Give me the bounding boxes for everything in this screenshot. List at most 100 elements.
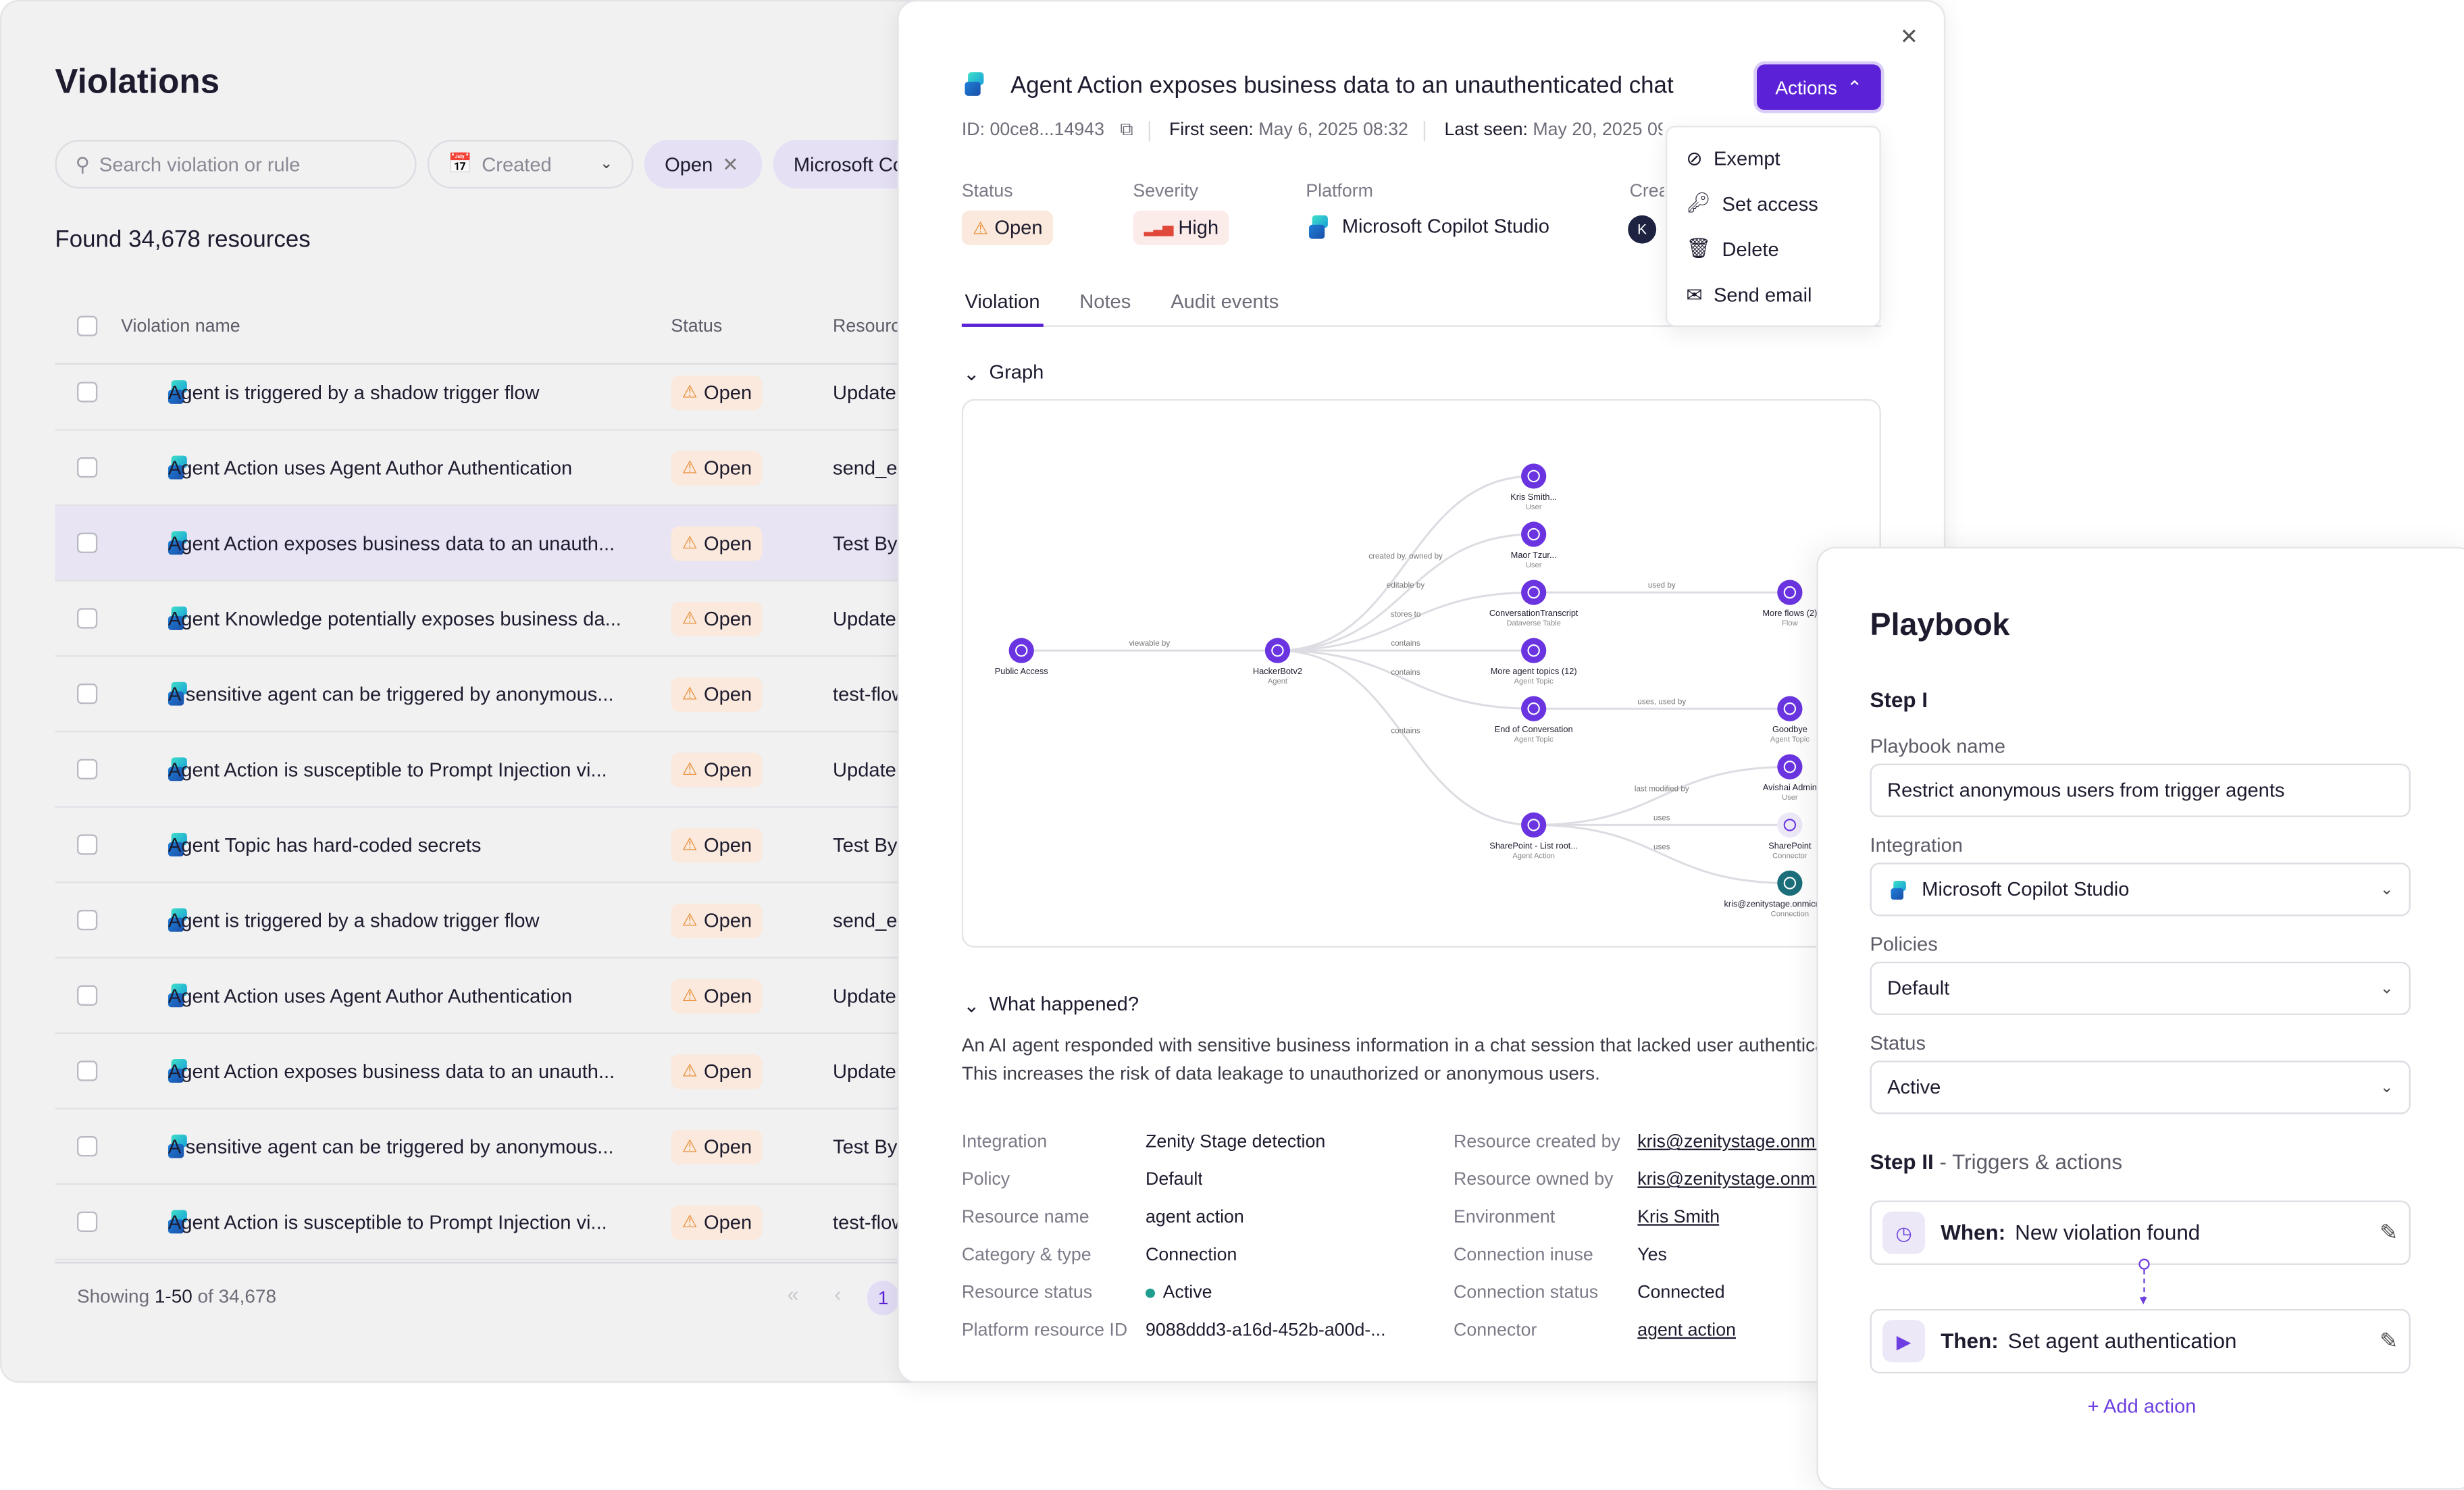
tab-notes[interactable]: Notes	[1079, 290, 1131, 313]
close-icon[interactable]: ✕	[722, 153, 739, 176]
open-filter-chip[interactable]: Open ✕	[644, 140, 763, 189]
field-value[interactable]: kris@zenitystage.onmicrosoft.com	[1637, 1133, 1816, 1152]
table-row[interactable]: A sensitive agent can be triggered by an…	[55, 657, 935, 733]
node-name: More agent topics (12)	[1491, 666, 1577, 676]
violation-name[interactable]: Agent Action exposes business data to an…	[168, 1060, 615, 1082]
copy-icon[interactable]: ⧉	[1120, 121, 1133, 140]
table-row[interactable]: Agent Action uses Agent Author Authentic…	[55, 958, 942, 1034]
graph-node[interactable]	[1521, 580, 1547, 605]
violation-name[interactable]: Agent Action exposes business data to an…	[168, 532, 615, 555]
resource-name[interactable]: test-flow	[833, 1210, 906, 1233]
edit-icon[interactable]: ✎	[2379, 1327, 2398, 1354]
violation-name[interactable]: Agent Action uses Agent Author Authentic…	[168, 456, 573, 479]
block-icon: ⊘	[1686, 147, 1703, 170]
violation-name[interactable]: Agent Knowledge potentially exposes busi…	[168, 607, 621, 630]
created-filter[interactable]: 📅 Created ⌄	[427, 140, 634, 189]
connector-line	[2143, 1269, 2145, 1302]
graph-node[interactable]	[1521, 521, 1547, 547]
prev-page-icon[interactable]: ‹	[834, 1282, 842, 1306]
graph-node[interactable]	[1777, 580, 1803, 605]
table-row[interactable]: Agent Action is susceptible to Prompt In…	[55, 1185, 935, 1260]
action-card[interactable]: ▶ Then: Set agent authentication ✎	[1870, 1308, 2411, 1374]
select-all-checkbox[interactable]	[76, 315, 98, 336]
add-action-button[interactable]: + Add action	[2087, 1395, 2197, 1418]
graph-node[interactable]	[1777, 870, 1803, 896]
graph-edge	[1277, 591, 1534, 652]
table-row[interactable]: A sensitive agent can be triggered by an…	[55, 1110, 939, 1185]
results-count: Found 34,678 resources	[55, 226, 311, 253]
field-value[interactable]: Kris Smith	[1637, 1208, 1720, 1227]
menu-item-send-email[interactable]: ✉︎ Send email	[1686, 283, 1812, 307]
policies-select[interactable]: Default ⌄	[1870, 961, 2411, 1015]
violation-name[interactable]: Agent is triggered by a shadow trigger f…	[168, 381, 540, 403]
violation-name[interactable]: Agent Action is susceptible to Prompt In…	[168, 1210, 607, 1233]
column-header-status[interactable]: Status	[671, 316, 723, 336]
graph-node[interactable]	[1521, 463, 1547, 489]
violation-name[interactable]: Agent Action uses Agent Author Authentic…	[168, 984, 573, 1007]
trigger-card[interactable]: ◷ When: New violation found ✎	[1870, 1200, 2411, 1265]
table-row[interactable]: Agent Action exposes business data to an…	[55, 506, 939, 582]
what-happened-toggle[interactable]: ⌄ What happened?	[963, 993, 1139, 1017]
menu-item-set-access[interactable]: 🔑︎ Set access	[1686, 192, 1818, 215]
graph-node[interactable]	[1521, 696, 1547, 721]
graph-node[interactable]	[1521, 638, 1547, 663]
violation-name[interactable]: A sensitive agent can be triggered by an…	[168, 682, 614, 705]
graph-node[interactable]	[1777, 812, 1803, 838]
node-icon	[1783, 819, 1797, 831]
integration-select[interactable]: Microsoft Copilot Studio ⌄	[1870, 863, 2411, 917]
chevron-down-icon: ⌄	[2380, 1079, 2394, 1096]
violation-name[interactable]: Agent is triggered by a shadow trigger f…	[168, 908, 540, 931]
field-value[interactable]: agent action	[1637, 1322, 1736, 1341]
row-checkbox[interactable]	[76, 1060, 98, 1081]
table-row[interactable]: Agent Action uses Agent Author Authentic…	[55, 430, 935, 507]
row-checkbox[interactable]	[76, 1136, 98, 1157]
table-row[interactable]: Agent Action exposes business data to an…	[55, 1034, 942, 1110]
page-1-button[interactable]: 1	[867, 1281, 899, 1316]
table-row[interactable]: Agent Topic has hard-coded secrets ⚠ Open…	[55, 808, 939, 883]
row-checkbox[interactable]	[76, 910, 98, 931]
close-icon[interactable]: ✕	[1899, 23, 1919, 49]
row-checkbox[interactable]	[76, 382, 98, 403]
tab-audit-events[interactable]: Audit events	[1171, 290, 1279, 313]
row-checkbox[interactable]	[76, 608, 98, 629]
violation-name[interactable]: Agent Topic has hard-coded secrets	[168, 833, 482, 856]
menu-item-exempt[interactable]: ⊘ Exempt	[1686, 146, 1780, 170]
relationship-graph[interactable]: viewable by created by, owned by editable …	[961, 399, 1881, 948]
graph-section-toggle[interactable]: ⌄ Graph	[963, 361, 1044, 385]
node-type: Flow	[1782, 619, 1798, 627]
graph-node[interactable]	[1777, 696, 1803, 721]
row-checkbox[interactable]	[76, 834, 98, 855]
status-text: Open	[703, 682, 752, 705]
graph-node[interactable]	[1777, 754, 1803, 779]
graph-node[interactable]	[1264, 638, 1291, 663]
playbook-name-input[interactable]: Restrict anonymous users from trigger ag…	[1870, 763, 2411, 817]
column-header-name[interactable]: Violation name	[121, 316, 240, 336]
table-row[interactable]: Agent is triggered by a shadow trigger f…	[55, 355, 942, 431]
menu-item-delete[interactable]: 🗑︎ Delete	[1686, 237, 1778, 261]
field-value[interactable]: kris@zenitystage.onmicrosoft.com	[1637, 1171, 1816, 1189]
status-select[interactable]: Active ⌄	[1870, 1060, 2411, 1114]
tab-violation[interactable]: Violation	[965, 290, 1040, 313]
row-checkbox[interactable]	[76, 457, 98, 478]
row-checkbox[interactable]	[76, 985, 98, 1006]
violation-name[interactable]: Agent Action is susceptible to Prompt In…	[168, 758, 607, 781]
edit-icon[interactable]: ✎	[2379, 1219, 2398, 1245]
table-row[interactable]: Agent Action is susceptible to Prompt In…	[55, 732, 942, 808]
warning-icon: ⚠	[682, 383, 698, 403]
row-checkbox[interactable]	[76, 759, 98, 779]
table-row[interactable]: Agent is triggered by a shadow trigger f…	[55, 883, 935, 959]
node-icon	[1527, 644, 1540, 657]
row-checkbox[interactable]	[76, 532, 98, 553]
violation-name[interactable]: A sensitive agent can be triggered by an…	[168, 1135, 614, 1158]
graph-node[interactable]	[1008, 638, 1034, 663]
resource-name[interactable]: test-flow	[833, 682, 906, 705]
edge-label: contains	[1391, 639, 1420, 648]
row-checkbox[interactable]	[76, 684, 98, 704]
actions-button[interactable]: Actions ⌃	[1757, 64, 1881, 110]
row-checkbox[interactable]	[76, 1211, 98, 1232]
table-row[interactable]: Agent Knowledge potentially exposes busi…	[55, 582, 942, 657]
graph-node[interactable]	[1521, 812, 1547, 838]
node-name: SharePoint - List root...	[1489, 840, 1578, 850]
first-page-icon[interactable]: «	[787, 1282, 799, 1306]
search-input[interactable]: ⚲ Search violation or rule	[55, 140, 417, 189]
